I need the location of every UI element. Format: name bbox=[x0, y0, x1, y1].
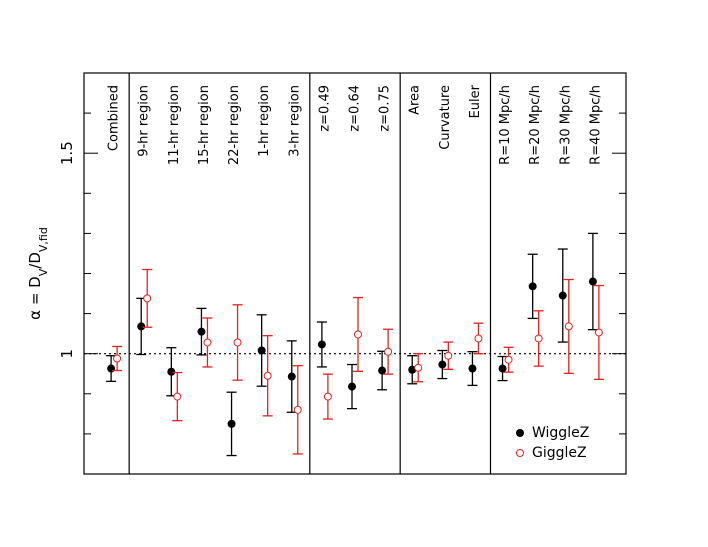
point bbox=[203, 338, 212, 347]
point bbox=[384, 347, 393, 356]
point bbox=[293, 405, 302, 414]
point bbox=[317, 340, 326, 349]
point bbox=[408, 365, 417, 374]
category-label: Area bbox=[408, 85, 423, 115]
category-label: R=40 Mpc/h bbox=[588, 85, 603, 165]
category-label: 1-hr region bbox=[257, 85, 272, 157]
category-label: R=30 Mpc/h bbox=[558, 85, 573, 165]
category-label: Curvature bbox=[438, 85, 453, 150]
point bbox=[107, 364, 116, 373]
point bbox=[438, 360, 447, 369]
point bbox=[354, 330, 362, 339]
category-label: 15-hr region bbox=[197, 85, 212, 165]
category-label: z=0.64 bbox=[348, 85, 363, 132]
point bbox=[263, 371, 272, 380]
y-tick-label: 1.5 bbox=[58, 141, 76, 165]
y-axis-label-part: α = D bbox=[26, 276, 44, 320]
point bbox=[227, 419, 236, 428]
point bbox=[173, 392, 182, 401]
point bbox=[564, 322, 573, 331]
point bbox=[444, 351, 453, 360]
point bbox=[528, 282, 537, 291]
point bbox=[474, 334, 483, 343]
point bbox=[468, 364, 477, 373]
point bbox=[257, 346, 266, 355]
category-label: R=10 Mpc/h bbox=[498, 85, 513, 165]
point bbox=[113, 354, 122, 363]
legend-label: GiggleZ bbox=[532, 445, 587, 461]
point bbox=[137, 322, 146, 331]
point bbox=[588, 277, 597, 286]
point bbox=[414, 363, 423, 372]
point bbox=[143, 294, 152, 303]
category-label: Euler bbox=[468, 84, 483, 118]
point bbox=[348, 382, 356, 391]
category-label: z=0.49 bbox=[317, 85, 332, 132]
point bbox=[498, 364, 507, 373]
y-axis-label-part: /D bbox=[26, 252, 44, 269]
category-label: R=20 Mpc/h bbox=[528, 85, 543, 165]
point bbox=[504, 355, 513, 364]
y-axis-label: α = DV/DV,fid bbox=[26, 227, 50, 320]
point bbox=[323, 392, 332, 401]
legend-label: WiggleZ bbox=[532, 425, 589, 441]
point bbox=[378, 366, 387, 375]
y-axis-label-part: V,fid bbox=[37, 227, 50, 252]
point bbox=[558, 291, 567, 300]
category-label: 22-hr region bbox=[227, 85, 242, 165]
y-axis-label-part: V bbox=[37, 268, 50, 276]
y-tick-label: 1 bbox=[58, 349, 76, 359]
point bbox=[594, 328, 603, 337]
legend-marker bbox=[516, 449, 524, 457]
plot-frame bbox=[83, 72, 627, 475]
category-label: 11-hr region bbox=[167, 85, 182, 165]
category-label: z=0.75 bbox=[378, 85, 393, 132]
legend-marker bbox=[516, 429, 524, 437]
point bbox=[197, 327, 206, 336]
point bbox=[167, 367, 176, 376]
category-label: 9-hr region bbox=[137, 85, 152, 157]
point bbox=[287, 372, 296, 381]
point bbox=[534, 334, 543, 343]
category-label: 3-hr region bbox=[287, 85, 302, 157]
category-label: Combined bbox=[107, 85, 122, 151]
point bbox=[233, 338, 242, 347]
